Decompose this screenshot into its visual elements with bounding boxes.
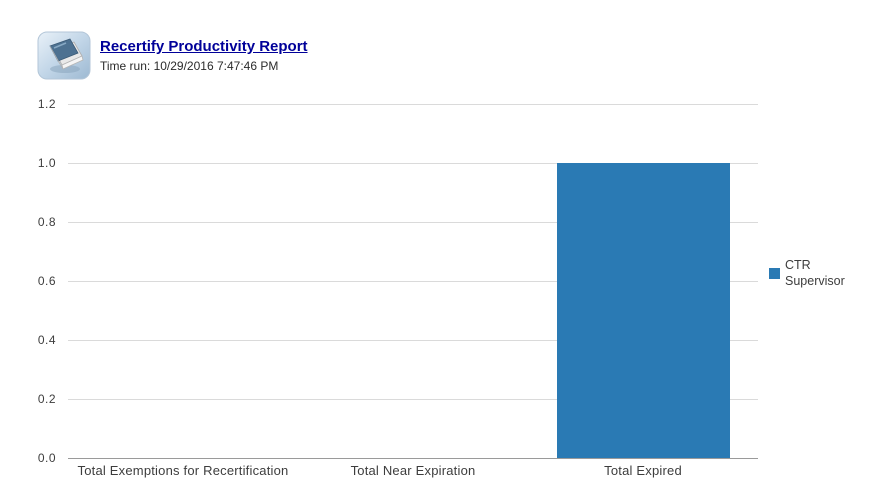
legend-item: CTR Supervisor — [769, 258, 857, 289]
y-tick-label: 1.0 — [37, 156, 56, 170]
y-tick-label: 1.2 — [37, 97, 56, 111]
y-tick-label: 0.6 — [37, 274, 56, 288]
x-axis-line — [68, 458, 758, 459]
time-run-label: Time run: 10/29/2016 7:47:46 PM — [100, 59, 279, 73]
x-axis-labels: Total Exemptions for Recertification Tota… — [68, 463, 758, 478]
y-tick-label: 0.0 — [37, 451, 56, 465]
gridline — [68, 340, 758, 341]
report-header: Recertify Productivity Report Time run: … — [100, 38, 308, 73]
gridline — [68, 281, 758, 282]
y-axis-labels: 0.0 0.2 0.4 0.6 0.8 1.0 1.2 — [0, 97, 62, 465]
gridline — [68, 222, 758, 223]
y-tick-label: 0.4 — [37, 333, 56, 347]
x-category-label: Total Exemptions for Recertification — [77, 463, 289, 478]
legend-swatch-icon — [769, 268, 780, 280]
legend-label: CTR Supervisor — [785, 258, 845, 288]
legend: CTR Supervisor — [769, 258, 857, 289]
gridline — [68, 399, 758, 400]
report-title-link[interactable]: Recertify Productivity Report — [100, 38, 308, 55]
report-book-icon — [37, 31, 91, 81]
gridline — [68, 163, 758, 164]
y-tick-label: 0.8 — [37, 215, 56, 229]
gridline — [68, 104, 758, 105]
plot-area — [68, 104, 758, 459]
x-category-label: Total Expired — [604, 463, 682, 478]
bar-total-expired — [557, 163, 730, 458]
y-tick-label: 0.2 — [37, 392, 56, 406]
x-category-label: Total Near Expiration — [350, 463, 476, 478]
